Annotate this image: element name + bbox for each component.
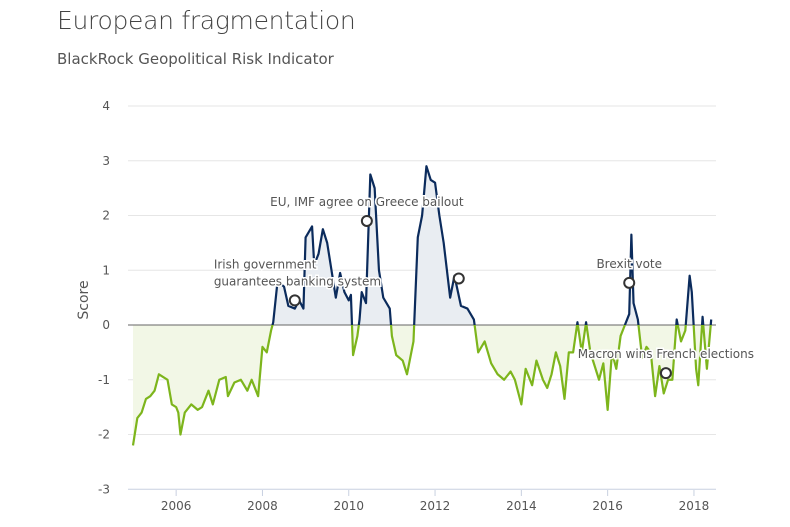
y-tick-label: -2 — [98, 428, 110, 442]
chart-title: European fragmentation — [57, 6, 356, 35]
annotation-marker — [452, 272, 465, 285]
y-tick-label: -3 — [98, 482, 110, 496]
x-tick-label: 2012 — [420, 499, 451, 513]
annotation-marker — [659, 367, 672, 380]
annotation-marker — [288, 294, 301, 307]
annotation-label: guarantees banking system — [214, 274, 381, 288]
x-tick-label: 2018 — [679, 499, 710, 513]
y-tick-label: 3 — [102, 154, 110, 168]
x-tick-label: 2010 — [333, 499, 364, 513]
x-tick-label: 2008 — [247, 499, 278, 513]
y-tick-label: -1 — [98, 373, 110, 387]
annotation-label: EU, IMF agree on Greece bailout — [270, 195, 464, 209]
y-tick-label: 2 — [102, 209, 110, 223]
annotation-label: Irish government — [214, 257, 317, 271]
annotation-marker — [360, 214, 373, 227]
series-line-above-zero — [271, 165, 713, 325]
y-tick-label: 0 — [102, 318, 110, 332]
annotation-label: Macron wins French elections — [578, 347, 754, 361]
y-tick-label: 1 — [102, 263, 110, 277]
x-tick-label: 2006 — [161, 499, 192, 513]
series-line-below-zero — [131, 325, 712, 446]
annotation-label: Brexit vote — [596, 257, 662, 271]
chart-subtitle: BlackRock Geopolitical Risk Indicator — [57, 50, 334, 68]
area-below-zero — [133, 325, 712, 446]
x-tick-label: 2016 — [592, 499, 623, 513]
x-tick-label: 2014 — [506, 499, 537, 513]
annotation-marker — [623, 276, 636, 289]
y-axis-label: Score — [76, 280, 92, 319]
y-tick-label: 4 — [102, 99, 110, 113]
